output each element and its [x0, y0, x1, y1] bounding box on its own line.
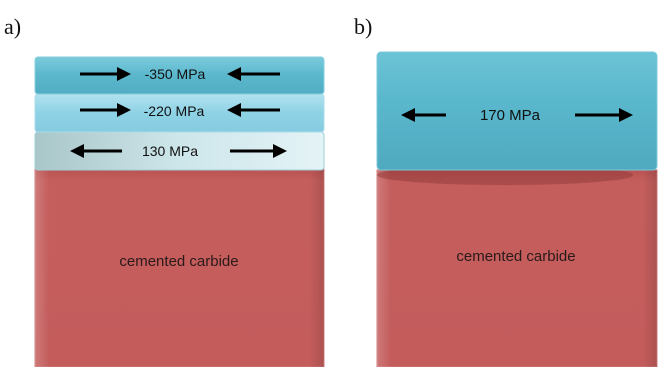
panel-b-substrate-label: cemented carbide	[456, 248, 575, 265]
panel-a-layer-1-right-arrow	[227, 67, 280, 81]
panel-a-layer-2: -220 MPa	[34, 93, 325, 133]
panel-b-label: b)	[354, 14, 372, 39]
panel-a-layer-3: 130 MPa	[34, 131, 325, 171]
panel-b-coating-left-arrow	[401, 108, 446, 122]
panel-a: a) cemented carbide 130 MPa	[4, 14, 325, 367]
panel-a-layer-1-stress: -350 MPa	[145, 66, 206, 82]
panel-b-substrate: cemented carbide	[376, 169, 658, 367]
panel-b-coating-right-arrow	[575, 108, 633, 122]
panel-a-layer-3-left-arrow	[70, 144, 122, 158]
panel-a-layer-2-left-arrow	[80, 103, 131, 117]
panel-a-layer-3-stress: 130 MPa	[142, 143, 198, 159]
panel-a-substrate-label: cemented carbide	[119, 253, 238, 270]
panel-a-label: a)	[4, 14, 21, 39]
panel-a-layer-2-right-arrow	[227, 103, 280, 117]
panel-a-layer-3-right-arrow	[230, 144, 287, 158]
panel-a-substrate: cemented carbide	[34, 168, 325, 367]
panel-b: b) cemented carbide 170 MPa	[354, 14, 658, 367]
panel-a-layer-2-stress: -220 MPa	[144, 103, 205, 119]
panel-a-layer-1: -350 MPa	[34, 56, 325, 95]
panel-a-layer-1-left-arrow	[80, 67, 131, 81]
panel-b-coating: 170 MPa	[376, 51, 658, 171]
panel-b-coating-stress: 170 MPa	[480, 107, 541, 124]
